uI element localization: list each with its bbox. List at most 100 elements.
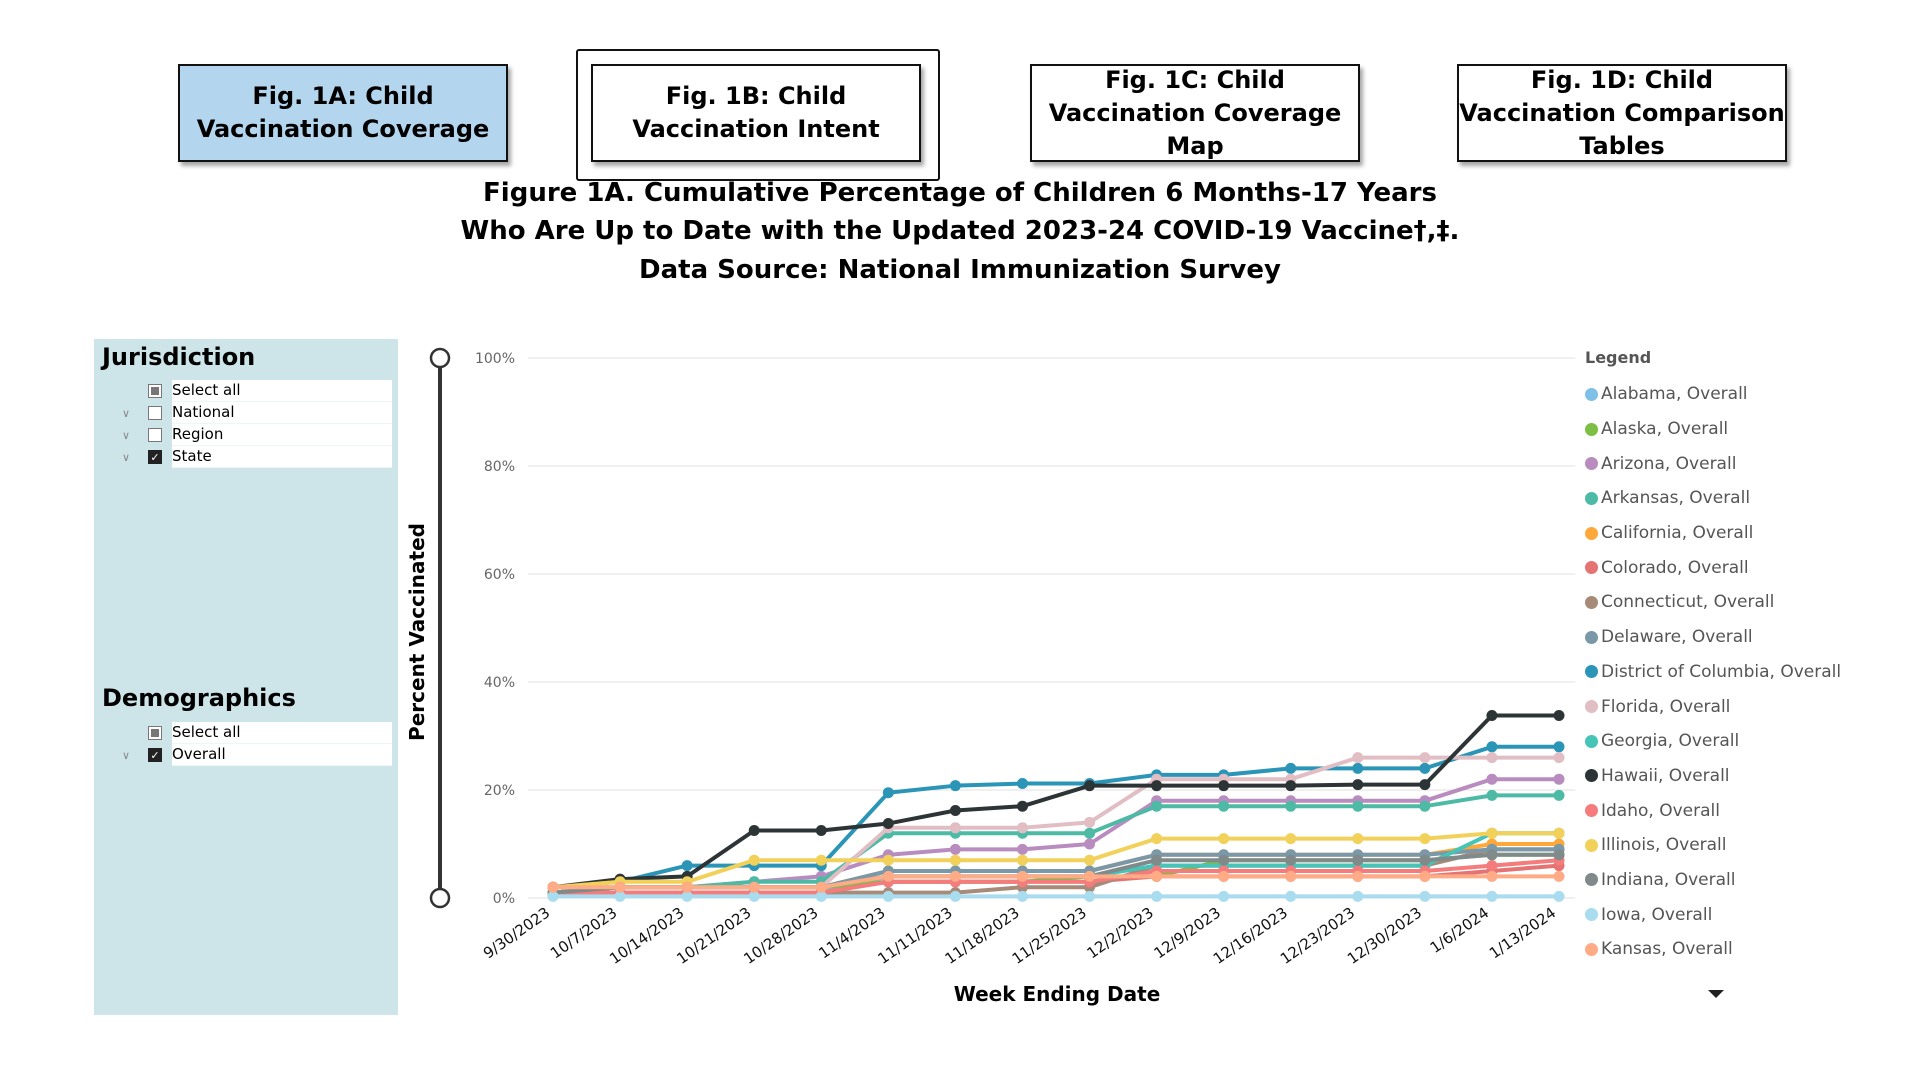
checkbox[interactable]: [148, 384, 162, 398]
data-point: [1553, 709, 1565, 721]
legend-label: Georgia, Overall: [1601, 731, 1740, 752]
checkbox[interactable]: ✓: [148, 450, 162, 464]
data-point: [1016, 800, 1028, 812]
legend-title: Legend: [1585, 348, 1652, 367]
chevron-down-icon[interactable]: ∨: [121, 428, 131, 442]
chevron-down-icon[interactable]: ∨: [121, 450, 131, 464]
checkbox[interactable]: [148, 406, 162, 420]
chevron-down-icon[interactable]: ∨: [121, 406, 131, 420]
legend-label: Hawaii, Overall: [1601, 765, 1730, 786]
chevron-down-icon[interactable]: ∨: [121, 748, 131, 762]
data-point: [681, 890, 693, 902]
data-point: [1285, 800, 1297, 812]
legend-scroll-down-icon[interactable]: [1708, 990, 1724, 998]
data-point: [882, 890, 894, 902]
legend-item[interactable]: Indiana, Overall: [1585, 863, 1841, 898]
data-point: [1419, 762, 1431, 774]
slicer-item-label: Select all: [172, 380, 392, 402]
legend-marker-icon: [1585, 561, 1598, 575]
data-point: [1285, 780, 1297, 792]
data-point: [1151, 780, 1163, 792]
legend-marker-icon: [1585, 595, 1598, 609]
data-point: [1352, 870, 1364, 882]
data-point: [1486, 741, 1498, 753]
legend-item[interactable]: Illinois, Overall: [1585, 828, 1841, 863]
legend-label: Florida, Overall: [1601, 696, 1731, 717]
legend-item[interactable]: Alaska, Overall: [1585, 412, 1841, 447]
legend-item[interactable]: District of Columbia, Overall: [1585, 655, 1841, 690]
data-point: [1016, 843, 1028, 855]
legend-item[interactable]: Connecticut, Overall: [1585, 585, 1841, 620]
legend-label: District of Columbia, Overall: [1601, 661, 1842, 682]
legend-item[interactable]: Florida, Overall: [1585, 689, 1841, 724]
data-point: [1084, 870, 1096, 882]
legend-item[interactable]: California, Overall: [1585, 516, 1841, 551]
legend-item[interactable]: Kansas, Overall: [1585, 932, 1841, 967]
data-point: [748, 825, 760, 836]
data-point: [1486, 709, 1498, 721]
data-point: [1352, 890, 1364, 902]
legend-label: Delaware, Overall: [1601, 627, 1753, 648]
data-point: [949, 822, 961, 834]
legend-marker-icon: [1585, 630, 1598, 644]
tab-label: Fig. 1C: Child Vaccination Coverage Map: [1048, 65, 1342, 160]
checkbox[interactable]: [148, 726, 162, 740]
slicer-item[interactable]: Select all: [114, 380, 392, 402]
legend-marker-icon: [1585, 804, 1598, 818]
data-point: [1352, 854, 1364, 866]
data-point: [1352, 762, 1364, 774]
data-point: [681, 860, 693, 872]
legend-label: California, Overall: [1601, 523, 1754, 544]
legend-marker-icon: [1585, 422, 1598, 436]
legend-item[interactable]: Arizona, Overall: [1585, 446, 1841, 481]
demographics-heading: Demographics: [102, 684, 296, 712]
slicer-item[interactable]: ∨ Region: [114, 424, 392, 446]
data-point: [748, 854, 760, 866]
chart-title-line-1: Figure 1A. Cumulative Percentage of Chil…: [483, 178, 1437, 208]
checkbox[interactable]: ✓: [148, 748, 162, 762]
data-point: [1016, 854, 1028, 866]
legend-item[interactable]: Colorado, Overall: [1585, 550, 1841, 585]
range-slider-handle-top[interactable]: [429, 347, 451, 369]
tab-fig-1a-coverage[interactable]: Fig. 1A: Child Vaccination Coverage: [178, 64, 508, 162]
legend-item[interactable]: Idaho, Overall: [1585, 793, 1841, 828]
data-point: [882, 817, 894, 829]
legend-item[interactable]: Georgia, Overall: [1585, 724, 1841, 759]
legend-item[interactable]: Alabama, Overall: [1585, 377, 1841, 412]
data-point: [1486, 849, 1498, 861]
checkbox[interactable]: [148, 428, 162, 442]
legend-item[interactable]: Delaware, Overall: [1585, 620, 1841, 655]
slicer-item[interactable]: ∨ ✓ State: [114, 446, 392, 468]
data-point: [882, 787, 894, 799]
slicer-item[interactable]: Select all: [114, 722, 392, 744]
series-line: [552, 831, 1559, 890]
data-point: [1285, 833, 1297, 845]
data-point: [1419, 800, 1431, 812]
data-point: [949, 854, 961, 866]
legend-item[interactable]: Iowa, Overall: [1585, 897, 1841, 932]
data-point: [1419, 854, 1431, 866]
tab-fig-1b-intent[interactable]: Fig. 1B: Child Vaccination Intent: [591, 64, 921, 162]
data-point: [1151, 833, 1163, 845]
slicer-item[interactable]: ∨ ✓ Overall: [114, 744, 392, 766]
legend-item[interactable]: Hawaii, Overall: [1585, 759, 1841, 794]
tab-fig-1d-tables[interactable]: Fig. 1D: Child Vaccination Comparison Ta…: [1457, 64, 1787, 162]
data-point: [1553, 741, 1565, 753]
range-slider-handle-bottom[interactable]: [429, 887, 451, 909]
tab-fig-1c-map[interactable]: Fig. 1C: Child Vaccination Coverage Map: [1030, 64, 1360, 162]
data-point: [815, 854, 827, 866]
y-tick-label: 0%: [493, 891, 515, 907]
legend-label: Kansas, Overall: [1601, 939, 1733, 960]
legend-marker-icon: [1585, 387, 1598, 401]
data-point: [1151, 800, 1163, 812]
data-point: [1084, 816, 1096, 828]
data-point: [1151, 854, 1163, 866]
x-tick-label: 10/14/2023: [606, 904, 687, 968]
data-point: [748, 881, 760, 893]
data-point: [547, 890, 559, 902]
data-point: [1285, 762, 1297, 774]
data-point: [882, 854, 894, 866]
legend-item[interactable]: Arkansas, Overall: [1585, 481, 1841, 516]
slicer-item[interactable]: ∨ National: [114, 402, 392, 424]
data-point: [1486, 827, 1498, 839]
